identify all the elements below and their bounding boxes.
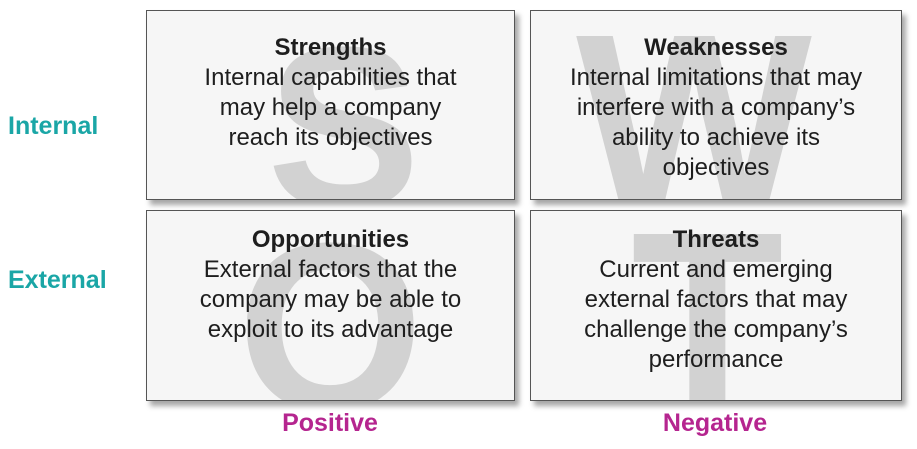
quadrant-strengths: S Strengths Internal capabilities that m… (146, 10, 515, 200)
weaknesses-description: Internal limitations that may interfere … (569, 64, 863, 181)
row-label-internal: Internal (8, 112, 99, 140)
opportunities-title: Opportunities (251, 226, 410, 253)
quadrant-weaknesses: W Weaknesses Internal limitations that m… (530, 10, 902, 200)
opportunities-description: External factors that the company may be… (199, 256, 462, 343)
quadrant-threats: T Threats Current and emerging external … (530, 210, 902, 401)
quadrant-opportunities: O Opportunities External factors that th… (146, 210, 515, 401)
strengths-title: Strengths (274, 34, 387, 61)
column-label-positive: Positive (282, 409, 378, 437)
weaknesses-title: Weaknesses (644, 34, 788, 61)
row-label-external: External (8, 266, 107, 294)
column-label-negative: Negative (662, 409, 768, 437)
threats-description: Current and emerging external factors th… (584, 256, 848, 373)
strengths-description: Internal capabilities that may help a co… (204, 64, 457, 151)
threats-title: Threats (672, 226, 760, 253)
